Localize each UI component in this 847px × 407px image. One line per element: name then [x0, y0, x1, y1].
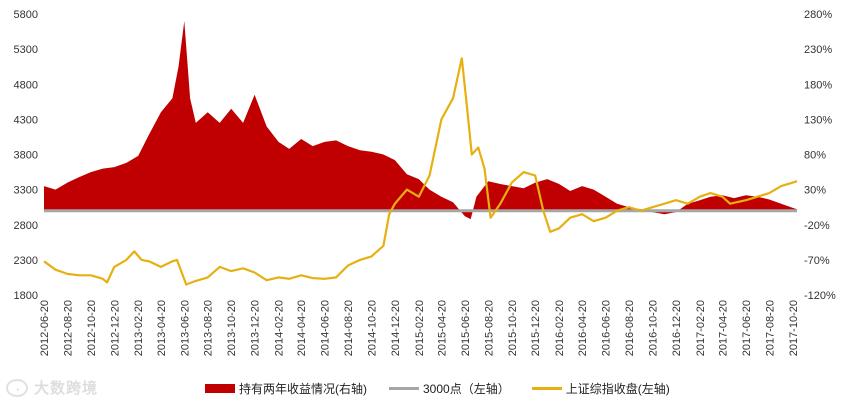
- x-tick-label: 2013-10-20: [226, 300, 238, 356]
- x-tick-label: 2014-10-20: [366, 300, 378, 356]
- series-holding-return-area: [44, 21, 797, 220]
- legend-label-3000: 3000点（左轴）: [423, 381, 510, 396]
- legend-swatch-holding-return: [205, 383, 235, 393]
- series-sse-close-line: [43, 57, 798, 286]
- watermark: ◔ 大数跨境: [6, 377, 98, 398]
- x-tick-label: 2014-02-20: [273, 300, 285, 356]
- left-tick-label: 4800: [14, 79, 38, 91]
- x-tick-label: 2012-10-20: [86, 300, 98, 356]
- left-axis: 5800 5300 4800 4300 3800 3300 2800 2300 1800: [14, 9, 38, 302]
- x-tick-label: 2014-04-20: [296, 300, 308, 356]
- left-tick-label: 1800: [14, 290, 38, 302]
- x-tick-label: 2016-10-20: [647, 300, 659, 356]
- right-tick-label: 130%: [804, 114, 832, 126]
- x-tick-label: 2013-08-20: [203, 300, 215, 356]
- x-tick-label: 2016-04-20: [577, 300, 589, 356]
- x-tick-label: 2013-12-20: [250, 300, 262, 356]
- right-tick-label: 180%: [804, 79, 832, 91]
- x-tick-label: 2012-08-20: [62, 300, 74, 356]
- legend-item-3000: 3000点（左轴）: [389, 380, 510, 397]
- x-tick-label: 2016-06-20: [601, 300, 613, 356]
- legend-swatch-3000: [389, 386, 419, 390]
- x-tick-label: 2017-10-20: [788, 300, 800, 356]
- right-tick-label: 30%: [804, 185, 826, 197]
- left-tick-label: 3800: [14, 150, 38, 162]
- legend-label-holding-return: 持有两年收益情况(右轴): [239, 381, 367, 396]
- logo-swirl-icon: ◔: [6, 378, 28, 397]
- plot-area: [43, 21, 798, 286]
- x-tick-label: 2017-02-20: [695, 300, 707, 356]
- right-tick-label: 80%: [804, 150, 826, 162]
- legend-label-sse-close: 上证综指收盘(左轴): [565, 381, 670, 396]
- legend-swatch-sse-close: [531, 386, 562, 390]
- x-tick-label: 2014-06-20: [320, 300, 332, 356]
- legend: 持有两年收益情况(右轴) 3000点（左轴） 上证综指收盘(左轴): [205, 380, 692, 396]
- left-tick-label: 2300: [14, 255, 38, 267]
- watermark-text: 大数跨境: [34, 380, 99, 397]
- x-tick-label: 2014-12-20: [390, 300, 402, 356]
- left-tick-label: 3300: [14, 185, 38, 197]
- left-tick-label: 5300: [14, 44, 38, 56]
- x-tick-label: 2015-04-20: [436, 300, 448, 356]
- x-axis: 2012-06-20 2012-08-20 2012-10-20 2012-12-20…: [39, 300, 800, 356]
- x-tick-label: 2015-06-20: [460, 300, 472, 356]
- left-tick-label: 5800: [14, 9, 38, 21]
- x-tick-label: 2013-04-20: [156, 300, 168, 356]
- x-tick-label: 2017-06-20: [741, 300, 753, 356]
- x-tick-label: 2012-06-20: [39, 300, 51, 356]
- x-tick-label: 2017-04-20: [717, 300, 729, 356]
- x-tick-label: 2016-12-20: [671, 300, 683, 356]
- x-tick-label: 2015-12-20: [530, 300, 542, 356]
- legend-item-sse-close: 上证综指收盘(左轴): [531, 380, 670, 397]
- x-tick-label: 2015-10-20: [507, 300, 519, 356]
- x-tick-label: 2015-08-20: [483, 300, 495, 356]
- x-tick-label: 2015-02-20: [414, 300, 426, 356]
- left-tick-label: 2800: [14, 220, 38, 232]
- x-tick-label: 2016-08-20: [624, 300, 636, 356]
- x-tick-label: 2014-08-20: [343, 300, 355, 356]
- right-tick-label: -70%: [804, 255, 830, 267]
- x-tick-label: 2013-06-20: [179, 300, 191, 356]
- right-tick-label: -20%: [804, 220, 830, 232]
- right-tick-label: -120%: [804, 290, 836, 302]
- x-tick-label: 2013-02-20: [133, 300, 145, 356]
- right-tick-label: 230%: [804, 44, 832, 56]
- legend-item-holding-return: 持有两年收益情况(右轴): [205, 380, 367, 397]
- x-tick-label: 2017-08-20: [764, 300, 776, 356]
- left-tick-label: 4300: [14, 114, 38, 126]
- right-tick-label: 280%: [804, 9, 832, 21]
- x-tick-label: 2016-02-20: [554, 300, 566, 356]
- x-tick-label: 2012-12-20: [109, 300, 121, 356]
- right-axis: 280% 230% 180% 130% 80% 30% -20% -70% -120%: [804, 9, 836, 302]
